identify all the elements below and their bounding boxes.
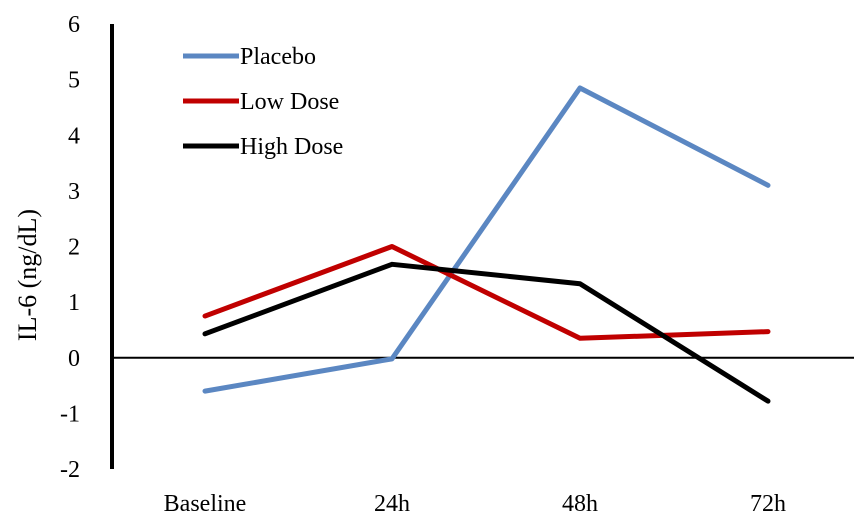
y-tick-label: 2 (68, 235, 80, 261)
y-tick-label: 5 (68, 68, 80, 94)
series-line-placebo (202, 85, 771, 394)
y-tick-label: 6 (68, 12, 80, 38)
y-tick-label: -1 (60, 401, 80, 427)
x-tick-label: 72h (750, 491, 786, 517)
x-tick-labels: Baseline 24h 48h 72h (164, 491, 786, 517)
y-tick-label: 1 (68, 290, 80, 316)
x-tick-label: 48h (562, 491, 598, 517)
y-tick-label: 3 (68, 179, 80, 205)
y-tick-label: 4 (68, 123, 80, 149)
series-line-high-dose (202, 261, 771, 404)
y-axis-title: IL-6 (ng/dL) (13, 209, 42, 341)
x-tick-label: 24h (374, 491, 410, 517)
legend-label: Low Dose (240, 89, 339, 115)
y-tick-labels: -2 -1 0 1 2 3 4 5 6 (60, 12, 80, 483)
legend-label: Placebo (240, 44, 316, 70)
series-lines (202, 85, 771, 404)
series-line-low-dose (202, 244, 771, 341)
y-tick-label: -2 (60, 457, 80, 483)
legend: Placebo Low Dose High Dose (183, 44, 343, 160)
y-tick-label: 0 (68, 346, 80, 372)
legend-label: High Dose (240, 134, 343, 160)
x-tick-label: Baseline (164, 491, 247, 517)
